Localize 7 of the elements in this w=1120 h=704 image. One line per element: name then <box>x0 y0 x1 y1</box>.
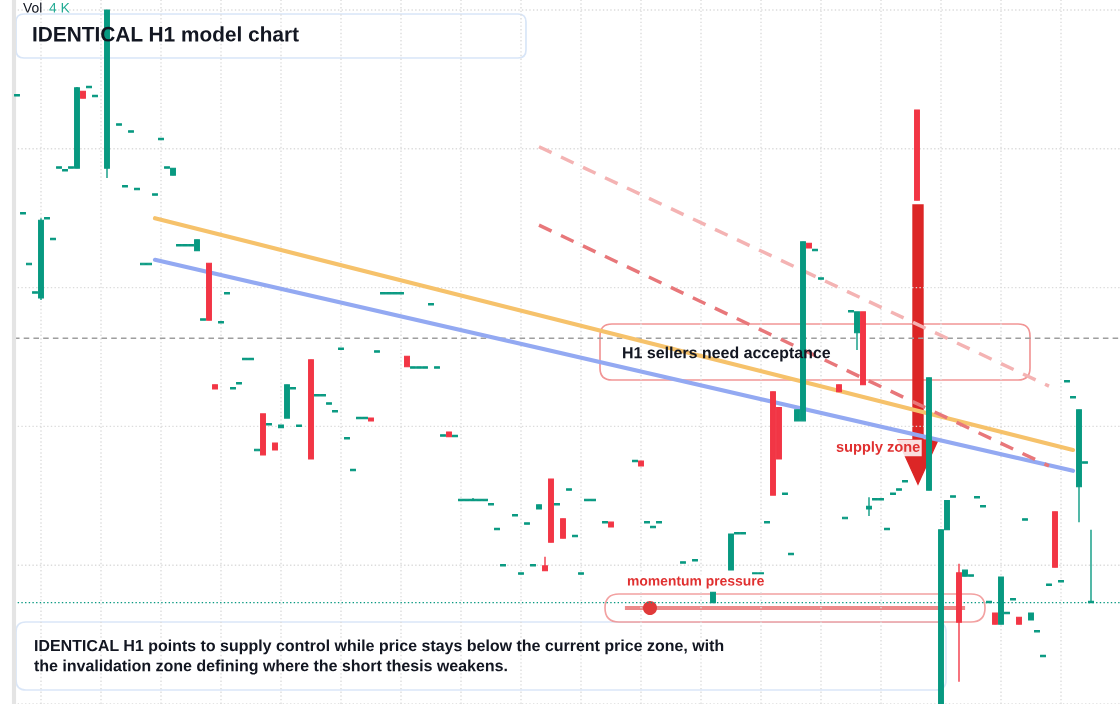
annotation: momentum pressure <box>627 576 764 589</box>
candlestick <box>560 518 566 539</box>
annotation: Vol <box>23 2 42 13</box>
annotation: 4 K <box>49 3 70 13</box>
annotation: supply zone <box>836 441 920 455</box>
candlestick <box>866 496 872 517</box>
annotation: IDENTICAL H1 points to supply control while price stays below the current price zone, with the invalidation zone defining where the short thesis weakens. <box>34 639 724 675</box>
